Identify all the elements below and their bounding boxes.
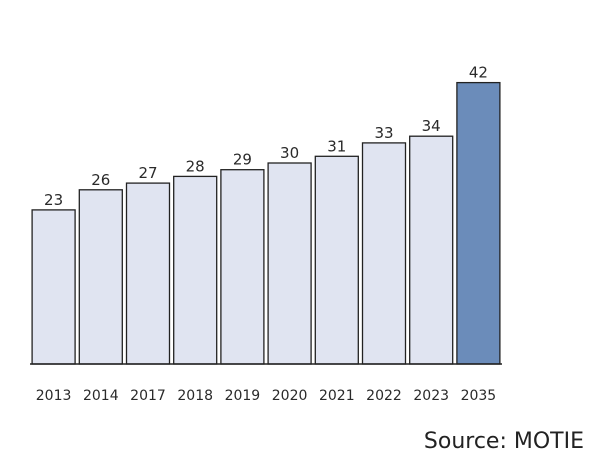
x-tick-2021: 2021 (319, 388, 355, 404)
value-label-2021: 31 (327, 137, 346, 155)
bar-2017 (125, 182, 171, 365)
x-tick-2013: 2013 (36, 388, 72, 404)
bar-2014 (78, 189, 123, 365)
value-label-2035: 42 (469, 64, 488, 82)
bar-2035 (456, 81, 501, 365)
source-note: Source: MOTIE (423, 429, 584, 454)
bar-2013 (31, 209, 76, 365)
x-tick-2019: 2019 (225, 388, 261, 404)
bar-2019 (220, 169, 265, 365)
value-label-2023: 34 (422, 117, 441, 135)
x-tick-2017: 2017 (130, 388, 166, 404)
bar-2021 (314, 155, 359, 365)
x-tick-2035: 2035 (461, 388, 497, 404)
value-label-2022: 33 (374, 124, 393, 142)
x-tick-2022: 2022 (366, 388, 402, 404)
x-tick-2023: 2023 (413, 388, 449, 404)
bar-2020 (267, 162, 312, 365)
value-label-2013: 23 (44, 191, 63, 209)
x-tick-2018: 2018 (177, 388, 213, 404)
bar-2023 (409, 135, 454, 365)
bars-group (31, 81, 501, 365)
value-label-2014: 26 (91, 171, 110, 189)
value-label-2018: 28 (186, 157, 205, 175)
value-label-2020: 30 (280, 144, 299, 162)
x-tick-labels-group: 2013 2014 2017 2018 2019 2020 2021 2022 2023 2035 (36, 388, 496, 404)
value-label-2019: 29 (233, 151, 252, 169)
x-tick-2014: 2014 (83, 388, 119, 404)
value-label-2017: 27 (138, 164, 157, 182)
bar-2022 (361, 142, 407, 365)
bar-2018 (173, 175, 218, 365)
value-labels-group: 23 26 27 28 29 30 31 33 34 42 (44, 64, 488, 209)
x-tick-2020: 2020 (272, 388, 308, 404)
